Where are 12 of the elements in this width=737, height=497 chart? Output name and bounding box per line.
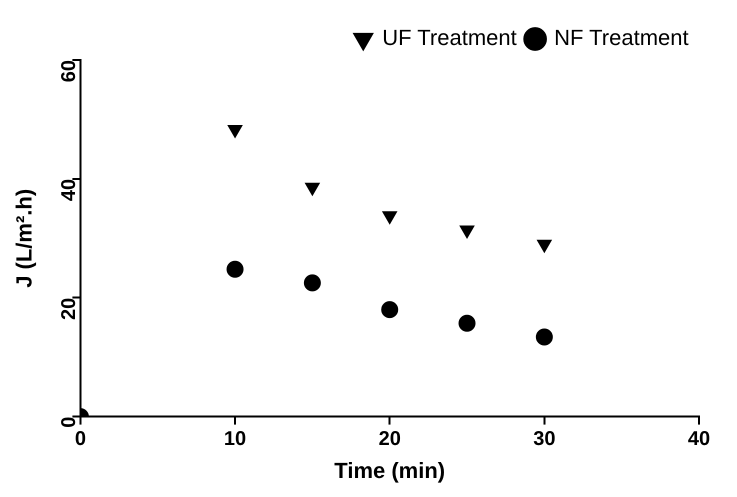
y-tick-label: 20 (58, 298, 80, 320)
legend-label: UF Treatment (382, 25, 517, 50)
y-axis-title: J (L/m².h) (11, 188, 36, 288)
y-tick-label: 60 (58, 60, 80, 82)
legend-label: NF Treatment (554, 25, 689, 50)
y-tick-label: 0 (58, 416, 80, 428)
x-tick-label: 30 (533, 428, 556, 450)
x-tick-label: 20 (378, 428, 401, 450)
x-tick-label: 10 (224, 428, 246, 450)
x-axis-title: Time (min) (334, 458, 446, 483)
x-tick-label: 40 (688, 428, 710, 450)
y-tick-label: 40 (58, 178, 80, 202)
